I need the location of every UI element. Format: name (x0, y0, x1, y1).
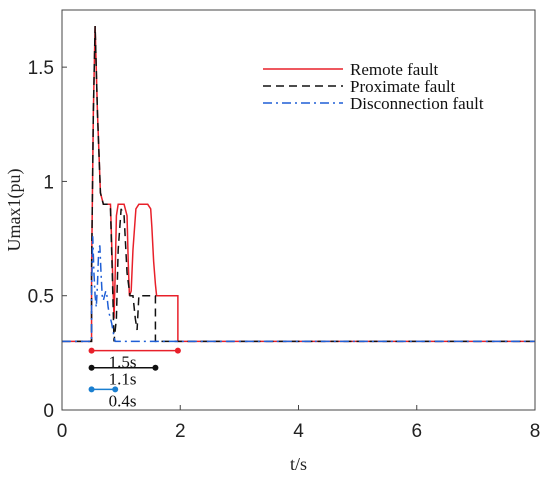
legend-label-remote-fault: Remote fault (350, 60, 439, 79)
series-line-disconnection-fault (62, 236, 535, 343)
x-tick-label: 4 (293, 421, 304, 442)
duration-label: 1.5s (109, 353, 137, 372)
duration-bracket-start (88, 347, 95, 354)
duration-bracket-start (88, 386, 95, 393)
duration-bracket-end (152, 364, 159, 371)
series-line-remote-fault (62, 25, 535, 343)
x-axis-label: t/s (290, 454, 307, 474)
duration-bracket-start (88, 364, 95, 371)
x-tick-label: 8 (530, 421, 541, 442)
y-tick-label: 0 (43, 401, 54, 422)
plot-series (62, 25, 535, 343)
legend-label-disconnection-fault: Disconnection fault (350, 94, 484, 113)
y-axis-label: Umax1(pu) (4, 169, 25, 252)
axis-ticks: 0 2 4 6 8 0 0.5 1 1.5 (28, 58, 541, 442)
x-tick-label: 0 (57, 421, 68, 442)
plot-annotations: 1.5s1.1s 0.4s (88, 347, 181, 410)
x-tick-label: 2 (175, 421, 186, 442)
y-tick-label: 1.5 (28, 58, 54, 79)
duration-label: 0.4s (109, 391, 137, 410)
y-tick-label: 1 (43, 172, 54, 193)
x-tick-label: 6 (411, 421, 422, 442)
series-line-proximate-fault (62, 25, 535, 343)
duration-label: 1.1s (109, 370, 137, 389)
duration-bracket-end (112, 386, 119, 393)
y-tick-label: 0.5 (28, 287, 54, 308)
duration-bracket-end (174, 347, 181, 354)
legend-label-proximate-fault: Proximate fault (350, 77, 456, 96)
